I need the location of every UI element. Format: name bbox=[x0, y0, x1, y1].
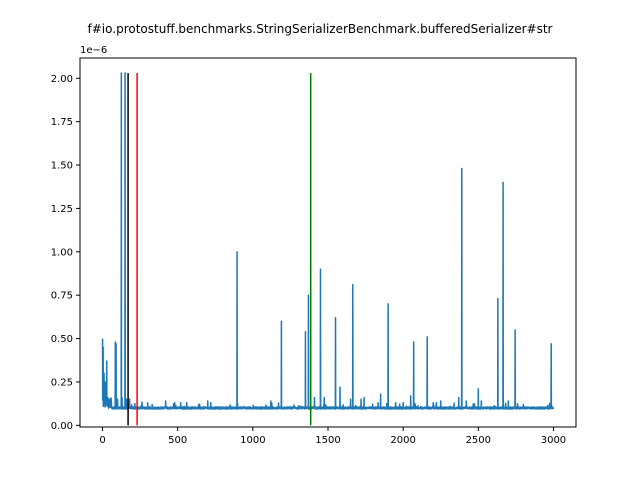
y-tick-label: 1.00 bbox=[51, 247, 73, 258]
y-offset-label: 1e−6 bbox=[80, 45, 107, 56]
chart-title: f#io.protostuff.benchmarks.StringSeriali… bbox=[88, 22, 553, 36]
y-tick-label: 0.00 bbox=[51, 421, 73, 432]
y-tick-label: 0.50 bbox=[51, 334, 73, 345]
x-tick-label: 1000 bbox=[240, 435, 265, 446]
y-axis: 0.00 0.25 0.50 0.75 1.00 1.25 1.50 1.75 2.00 bbox=[51, 74, 80, 432]
x-tick-label: 1500 bbox=[315, 435, 340, 446]
x-axis: 0 500 1000 1500 2000 2500 3000 bbox=[99, 427, 566, 446]
x-tick-label: 500 bbox=[168, 435, 187, 446]
y-tick-label: 0.25 bbox=[51, 377, 73, 388]
axes-frame bbox=[79, 57, 577, 428]
x-tick-label: 0 bbox=[99, 435, 105, 446]
plot-area bbox=[101, 72, 555, 426]
series-line bbox=[101, 72, 555, 410]
x-tick-label: 3000 bbox=[541, 435, 566, 446]
x-tick-label: 2000 bbox=[390, 435, 415, 446]
y-tick-label: 2.00 bbox=[51, 74, 73, 85]
y-tick-label: 1.50 bbox=[51, 161, 73, 172]
y-tick-label: 0.75 bbox=[51, 291, 73, 302]
y-tick-label: 1.25 bbox=[51, 204, 73, 215]
x-tick-label: 2500 bbox=[466, 435, 491, 446]
y-tick-label: 1.75 bbox=[51, 117, 73, 128]
